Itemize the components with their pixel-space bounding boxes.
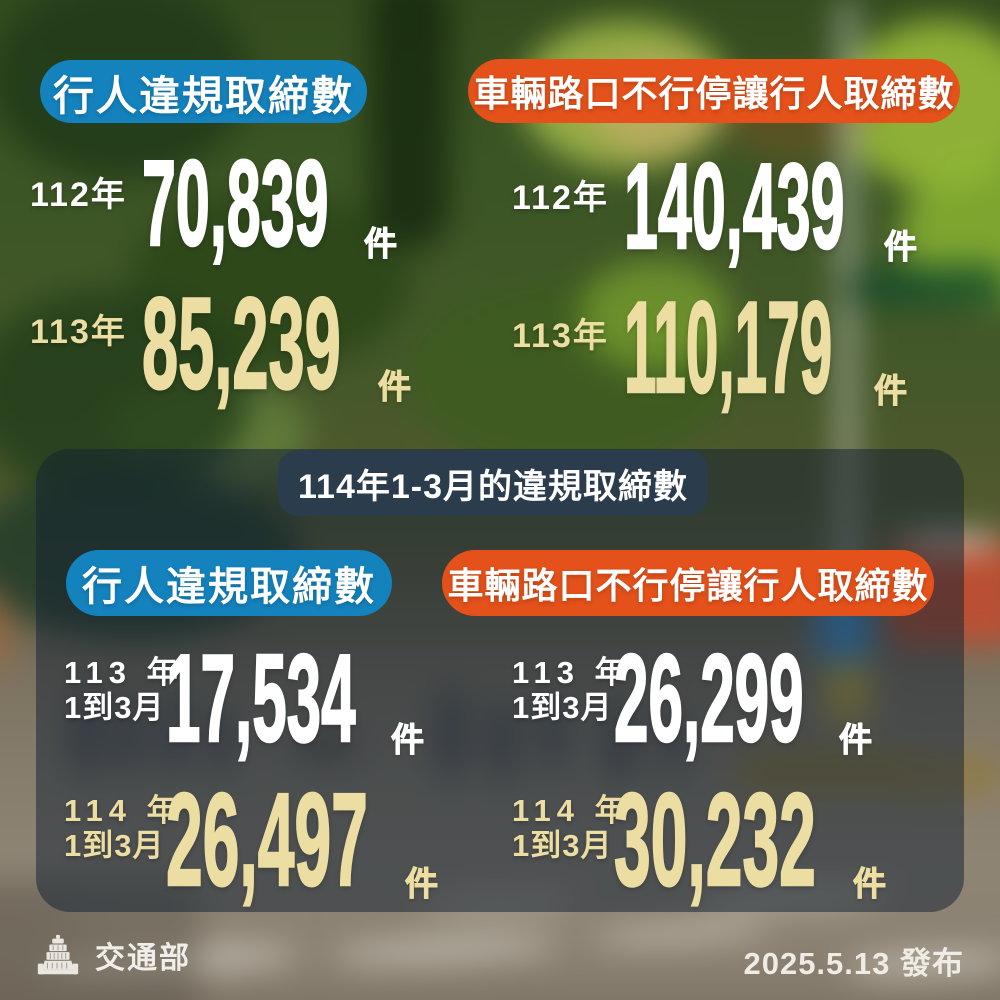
year-label: 113年 — [512, 317, 609, 355]
year-label: 114 年 1到3月 — [64, 793, 184, 863]
year-line2: 1到3月 — [64, 828, 165, 864]
stat-unit: 件 — [405, 865, 439, 903]
stat-value: 140,439 — [623, 138, 845, 274]
year-line1: 114 年 — [512, 793, 632, 828]
motc-building-icon — [37, 934, 79, 975]
stat-unit: 件 — [839, 721, 873, 759]
stat-value: 17,534 — [165, 630, 356, 768]
year-line1: 114 年 — [64, 793, 184, 828]
stat-value: 85,239 — [141, 270, 341, 416]
year-label: 113 年 1到3月 — [512, 655, 632, 725]
stat-unit: 件 — [378, 368, 412, 406]
stat-panel-pedestrian-114q1: 114 年 1到3月 26,497 件 — [64, 766, 534, 913]
stat-value: 70,839 — [141, 135, 329, 271]
stat-panel-vehicle-113q1: 113 年 1到3月 26,299 件 — [512, 630, 982, 770]
year-line1: 113 年 — [512, 655, 632, 690]
year-label: 113年 — [30, 313, 127, 351]
stat-pedestrian-112: 112年 70,839 件 — [30, 135, 500, 275]
stat-unit: 件 — [364, 225, 398, 263]
stat-vehicle-113: 113年 110,179 件 — [512, 274, 982, 420]
stat-value: 26,299 — [613, 630, 804, 768]
stat-unit: 件 — [391, 721, 425, 759]
stat-panel-vehicle-114q1: 114 年 1到3月 30,232 件 — [512, 766, 982, 913]
pedestrian-violations-badge-top: 行人違規取締數 — [40, 60, 367, 123]
panel-title-banner: 114年1-3月的違規取締數 — [278, 450, 708, 516]
ministry-name: 交通部 — [95, 942, 191, 975]
year-line2: 1到3月 — [512, 828, 613, 864]
pedestrian-violations-badge-panel: 行人違規取締數 — [66, 550, 392, 616]
year-label: 112年 — [512, 179, 609, 217]
quarterly-panel — [36, 449, 964, 912]
stat-unit: 件 — [884, 228, 918, 266]
year-line1: 113 年 — [64, 655, 184, 690]
publish-date: 2025.5.13 發布 — [743, 946, 964, 981]
blurred-traffic-signal — [865, 265, 1000, 307]
stat-unit: 件 — [853, 865, 887, 903]
year-line2: 1到3月 — [512, 690, 613, 726]
stat-panel-pedestrian-113q1: 113 年 1到3月 17,534 件 — [64, 630, 534, 770]
year-line2: 1到3月 — [64, 690, 165, 726]
blurred-tree-trunk — [370, 0, 450, 250]
ministry-logo-lockup: 交通部 — [34, 933, 191, 977]
stat-value: 30,232 — [613, 766, 816, 913]
year-label: 114 年 1到3月 — [512, 793, 632, 863]
stat-value: 110,179 — [623, 274, 833, 420]
year-label: 112年 — [30, 176, 127, 214]
stat-pedestrian-113: 113年 85,239 件 — [30, 270, 500, 416]
stat-value: 26,497 — [165, 766, 368, 913]
stat-unit: 件 — [874, 372, 908, 410]
vehicle-violations-badge-panel: 車輛路口不行停讓行人取締數 — [442, 550, 934, 616]
vehicle-violations-badge-top: 車輛路口不行停讓行人取締數 — [468, 59, 960, 123]
stat-vehicle-112: 112年 140,439 件 — [512, 138, 982, 278]
year-label: 113 年 1到3月 — [64, 655, 184, 725]
